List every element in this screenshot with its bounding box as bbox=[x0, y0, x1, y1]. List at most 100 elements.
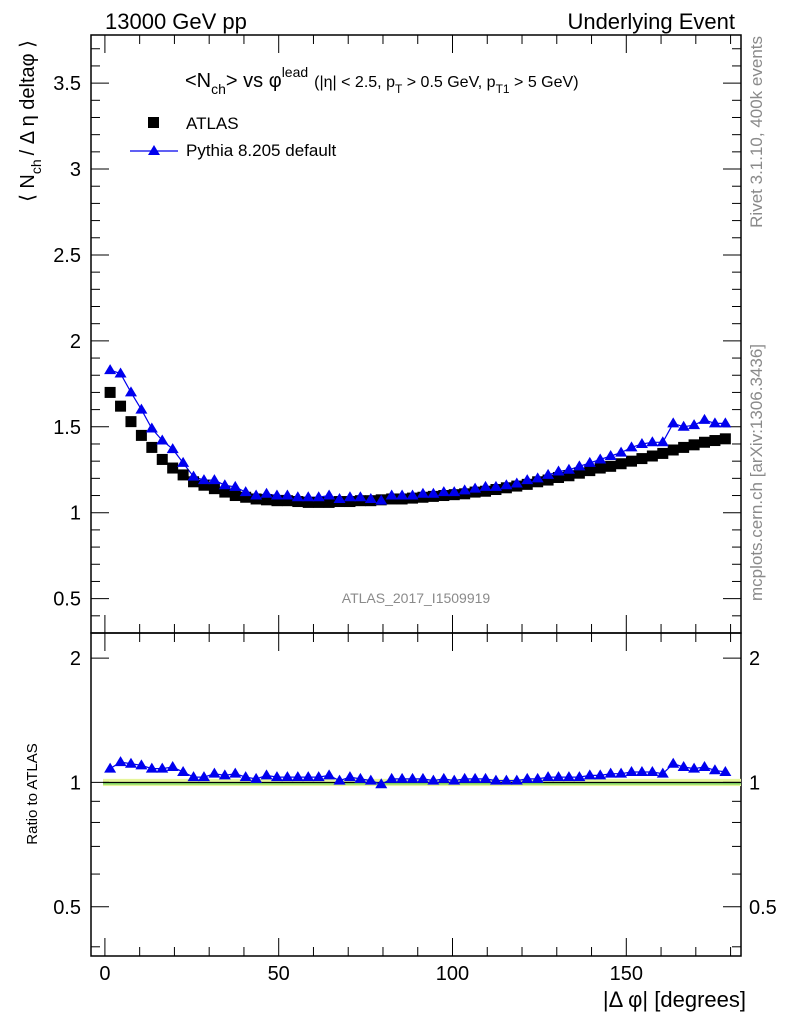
atlas-data-point bbox=[344, 496, 356, 508]
ratio-data-point bbox=[323, 769, 336, 780]
ratio-y-tick-label: 0.5 bbox=[53, 897, 81, 919]
analysis-watermark: ATLAS_2017_I1509919 bbox=[342, 590, 491, 606]
atlas-data-point bbox=[167, 462, 179, 474]
atlas-data-point bbox=[678, 441, 690, 453]
ratio-data-point bbox=[416, 772, 429, 783]
ratio-data-point bbox=[708, 764, 721, 775]
ratio-data-point bbox=[542, 771, 555, 782]
atlas-data-point bbox=[240, 491, 252, 503]
pythia-data-point bbox=[396, 489, 409, 500]
pythia-data-point bbox=[156, 434, 169, 445]
x-tick-label: 50 bbox=[268, 963, 290, 985]
pythia-data-point bbox=[427, 487, 440, 498]
main-y-tick-label: 3 bbox=[70, 159, 81, 181]
pythia-data-point bbox=[385, 489, 398, 500]
pythia-data-point bbox=[521, 474, 534, 485]
pythia-data-point bbox=[145, 422, 158, 433]
atlas-data-point bbox=[719, 433, 731, 445]
pythia-data-point bbox=[291, 491, 304, 502]
main-y-tick-labels: 0.5 1 1.5 2 2.5 3 3.5 bbox=[53, 73, 81, 611]
ratio-data-point bbox=[343, 771, 356, 782]
pythia-data-point bbox=[677, 420, 690, 431]
atlas-data-point bbox=[626, 455, 638, 467]
rivet-version-label: Rivet 3.1.10, 400k events bbox=[747, 36, 766, 228]
pythia-data-point bbox=[312, 491, 325, 502]
pythia-data-point bbox=[594, 453, 607, 464]
pythia-data-point bbox=[260, 487, 273, 498]
ratio-data-point bbox=[531, 772, 544, 783]
ratio-data-point bbox=[479, 772, 492, 783]
legend-pythia-marker bbox=[148, 145, 160, 155]
atlas-data-point bbox=[271, 495, 283, 507]
ratio-axis-ticks bbox=[91, 633, 741, 956]
pythia-data-point bbox=[124, 386, 137, 397]
ratio-data-point bbox=[489, 774, 502, 785]
ratio-y-tick-label: 2 bbox=[70, 648, 81, 670]
ratio-data-point bbox=[583, 769, 596, 780]
pythia-data-point bbox=[270, 489, 283, 500]
ratio-data-series bbox=[104, 756, 732, 789]
pythia-data-point bbox=[364, 492, 377, 503]
ratio-data-point bbox=[656, 767, 669, 778]
ratio-data-point bbox=[135, 759, 148, 770]
pythia-data-point bbox=[688, 419, 701, 430]
x-tick-label: 100 bbox=[436, 963, 469, 985]
atlas-data-point bbox=[584, 465, 596, 477]
atlas-data-point bbox=[229, 490, 241, 502]
atlas-data-point bbox=[563, 470, 575, 482]
atlas-data-point bbox=[709, 435, 721, 447]
pythia-data-point bbox=[625, 441, 638, 452]
ratio-data-point bbox=[197, 771, 210, 782]
ratio-data-point bbox=[333, 774, 346, 785]
pythia-data-point bbox=[416, 487, 429, 498]
pythia-data-point bbox=[437, 486, 450, 497]
atlas-data-point bbox=[198, 479, 210, 491]
atlas-data-point bbox=[594, 462, 606, 474]
ratio-data-point bbox=[469, 772, 482, 783]
main-y-tick-label: 1 bbox=[70, 503, 81, 525]
pythia-data-point bbox=[604, 450, 617, 461]
pythia-data-point bbox=[719, 417, 732, 428]
legend-pythia-label: Pythia 8.205 default bbox=[186, 141, 337, 160]
atlas-data-point bbox=[208, 483, 220, 495]
ratio-data-point bbox=[229, 767, 242, 778]
pythia-data-point bbox=[500, 479, 513, 490]
ratio-data-point bbox=[573, 771, 586, 782]
ratio-data-point bbox=[250, 772, 263, 783]
pythia-data-point bbox=[114, 367, 127, 378]
main-y-tick-label: 2.5 bbox=[53, 245, 81, 267]
atlas-data-point bbox=[125, 416, 137, 428]
atlas-data-point bbox=[219, 486, 231, 498]
header-energy-label: 13000 GeV pp bbox=[105, 9, 247, 34]
pythia-data-point bbox=[406, 489, 419, 500]
ratio-data-point bbox=[677, 760, 690, 771]
ratio-data-point bbox=[396, 772, 409, 783]
pythia-data-point bbox=[542, 468, 555, 479]
pythia-data-point bbox=[239, 486, 252, 497]
ratio-data-point bbox=[187, 771, 200, 782]
ratio-data-point bbox=[688, 762, 701, 773]
pythia-data-point bbox=[354, 491, 367, 502]
pythia-data-point bbox=[229, 480, 242, 491]
pythia-data-point bbox=[104, 364, 117, 375]
main-y-tick-label: 1.5 bbox=[53, 417, 81, 439]
atlas-data-point bbox=[135, 429, 147, 441]
x-axis-label: |Δ φ| [degrees] bbox=[603, 987, 746, 1012]
header-analysis-label: Underlying Event bbox=[567, 9, 735, 34]
pythia-data-point bbox=[635, 437, 648, 448]
ratio-data-point bbox=[500, 774, 513, 785]
atlas-data-point bbox=[323, 496, 335, 508]
ratio-data-point bbox=[166, 760, 179, 771]
legend-atlas-marker bbox=[148, 117, 159, 128]
ratio-data-point bbox=[124, 757, 137, 768]
ratio-data-point bbox=[239, 771, 252, 782]
pythia-data-point bbox=[302, 491, 315, 502]
ratio-data-point bbox=[145, 762, 158, 773]
main-y-tick-label: 0.5 bbox=[53, 589, 81, 611]
ratio-data-point bbox=[646, 765, 659, 776]
atlas-data-point bbox=[688, 439, 700, 451]
ratio-y-tick-label-right: 2 bbox=[749, 648, 760, 670]
ratio-data-point bbox=[260, 769, 273, 780]
ratio-data-point bbox=[375, 778, 388, 789]
pythia-data-point bbox=[281, 489, 294, 500]
